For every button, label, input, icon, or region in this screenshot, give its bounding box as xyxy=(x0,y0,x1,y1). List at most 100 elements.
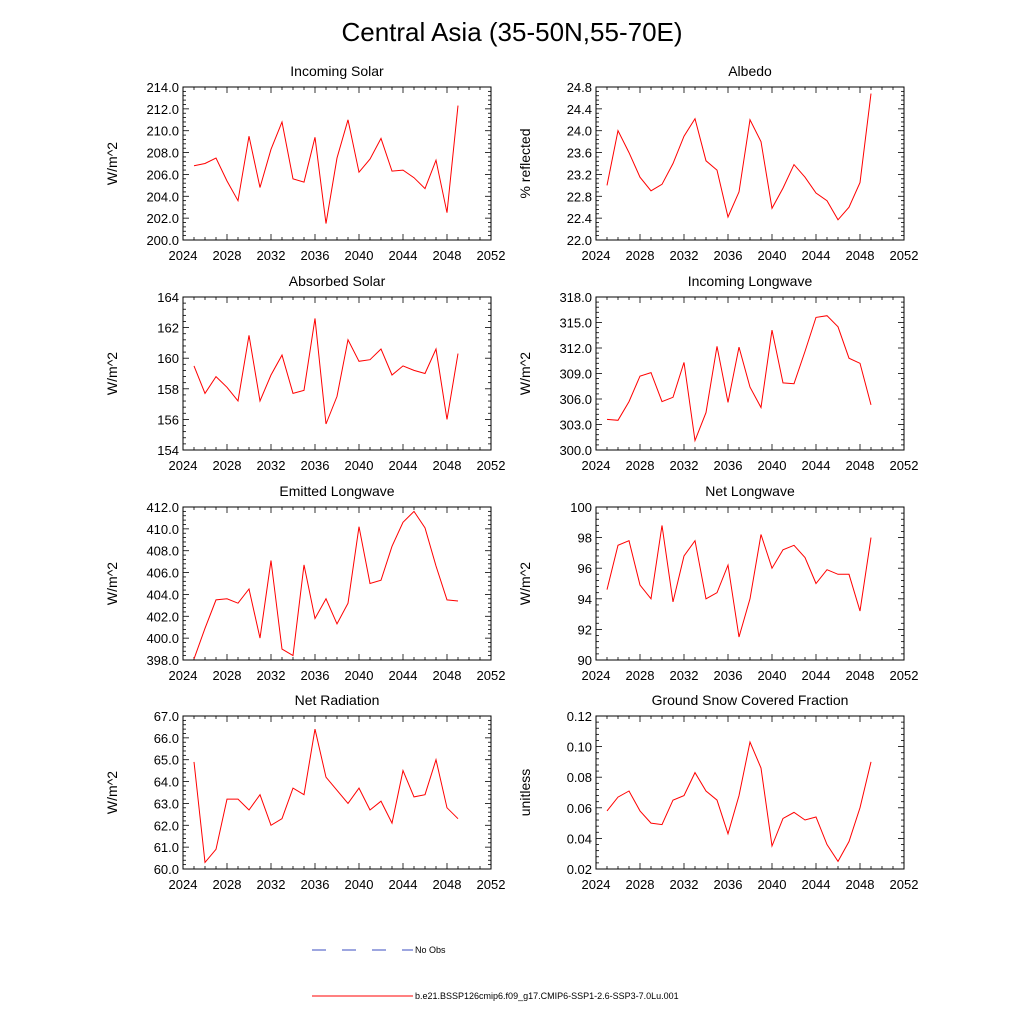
y-axis-label: W/m^2 xyxy=(517,562,533,605)
x-tick-label: 2044 xyxy=(802,458,831,473)
y-tick-label: 22.8 xyxy=(567,189,592,204)
x-tick-label: 2036 xyxy=(714,877,743,892)
y-tick-label: 100 xyxy=(570,500,592,515)
y-tick-label: 64.0 xyxy=(154,775,179,790)
y-tick-label: 98 xyxy=(578,531,592,546)
plot-frame xyxy=(595,715,905,870)
series-line xyxy=(193,728,459,864)
x-tick-label: 2028 xyxy=(626,458,655,473)
x-tick-label: 2036 xyxy=(301,668,330,683)
series-line xyxy=(606,315,872,443)
x-tick-label: 2032 xyxy=(670,668,699,683)
y-tick-label: 214.0 xyxy=(146,80,179,95)
x-tick-label: 2036 xyxy=(301,458,330,473)
y-tick-label: 212.0 xyxy=(146,102,179,117)
y-tick-label: 210.0 xyxy=(146,124,179,139)
x-tick-label: 2024 xyxy=(582,668,611,683)
x-tick-label: 2024 xyxy=(169,248,198,263)
x-tick-label: 2028 xyxy=(213,668,242,683)
x-tick-label: 2024 xyxy=(582,248,611,263)
y-axis-label: W/m^2 xyxy=(104,352,120,395)
x-tick-label: 2044 xyxy=(389,668,418,683)
x-tick-label: 2032 xyxy=(257,668,286,683)
panel-title: Net Longwave xyxy=(705,483,795,499)
x-tick-label: 2052 xyxy=(477,877,506,892)
y-tick-label: 23.2 xyxy=(567,167,592,182)
x-tick-label: 2044 xyxy=(802,877,831,892)
chart-panel-6: Net Longwave W/m^2 2024 2028 2032 2036 2040 204… xyxy=(517,483,918,683)
x-tick-label: 2032 xyxy=(670,877,699,892)
y-tick-label: 408.0 xyxy=(146,544,179,559)
y-tick-label: 67.0 xyxy=(154,709,179,724)
y-tick-label: 62.0 xyxy=(154,818,179,833)
y-tick-label: 300.0 xyxy=(559,443,592,458)
chart-panel-2: Albedo % reflected 2024 2028 2032 2036 2040 204… xyxy=(517,63,918,263)
x-tick-label: 2040 xyxy=(345,458,374,473)
y-axis-label: W/m^2 xyxy=(104,562,120,605)
x-tick-label: 2024 xyxy=(582,458,611,473)
y-tick-label: 156 xyxy=(157,412,179,427)
y-tick-label: 315.0 xyxy=(559,316,592,331)
y-tick-label: 0.12 xyxy=(567,709,592,724)
panels-group: Incoming Solar W/m^2 2024 2028 2032 2036 2040 2… xyxy=(104,63,918,892)
x-tick-label: 2040 xyxy=(345,248,374,263)
x-tick-label: 2044 xyxy=(389,877,418,892)
y-tick-label: 406.0 xyxy=(146,566,179,581)
y-tick-label: 24.0 xyxy=(567,124,592,139)
x-tick-label: 2032 xyxy=(257,877,286,892)
figure-title: Central Asia (35-50N,55-70E) xyxy=(341,17,682,47)
x-tick-label: 2048 xyxy=(433,668,462,683)
y-tick-label: 60.0 xyxy=(154,862,179,877)
y-tick-label: 200.0 xyxy=(146,233,179,248)
panel-title: Albedo xyxy=(728,63,772,79)
y-tick-label: 90 xyxy=(578,653,592,668)
legend-label-no-obs: No Obs xyxy=(415,945,446,955)
x-tick-label: 2028 xyxy=(626,248,655,263)
y-axis-label: W/m^2 xyxy=(104,142,120,185)
y-tick-label: 204.0 xyxy=(146,189,179,204)
y-tick-label: 0.10 xyxy=(567,740,592,755)
plot-frame xyxy=(182,86,492,241)
x-tick-label: 2036 xyxy=(714,458,743,473)
x-tick-label: 2040 xyxy=(758,877,787,892)
x-tick-label: 2036 xyxy=(714,248,743,263)
plot-frame xyxy=(182,506,492,661)
y-tick-label: 309.0 xyxy=(559,367,592,382)
x-tick-label: 2032 xyxy=(670,248,699,263)
y-tick-label: 303.0 xyxy=(559,418,592,433)
plot-frame xyxy=(182,296,492,451)
series-line xyxy=(193,105,459,224)
x-tick-label: 2048 xyxy=(846,668,875,683)
y-tick-label: 94 xyxy=(578,592,592,607)
x-tick-label: 2040 xyxy=(758,458,787,473)
y-tick-label: 402.0 xyxy=(146,609,179,624)
chart-panel-3: Absorbed Solar W/m^2 2024 2028 2032 2036 2040 2… xyxy=(104,273,505,473)
series-line xyxy=(193,318,459,425)
panel-title: Absorbed Solar xyxy=(289,273,386,289)
x-tick-label: 2048 xyxy=(433,458,462,473)
x-tick-label: 2052 xyxy=(477,248,506,263)
x-tick-label: 2024 xyxy=(169,668,198,683)
x-tick-label: 2040 xyxy=(758,668,787,683)
y-tick-label: 164 xyxy=(157,290,179,305)
x-tick-label: 2028 xyxy=(626,877,655,892)
x-tick-label: 2052 xyxy=(890,877,919,892)
y-axis-label: % reflected xyxy=(517,128,533,198)
x-tick-label: 2052 xyxy=(890,668,919,683)
chart-panel-8: Ground Snow Covered Fraction unitless 2024… xyxy=(517,692,918,892)
chart-panel-7: Net Radiation W/m^2 2024 2028 2032 2036 2040 20… xyxy=(104,692,505,892)
y-tick-label: 154 xyxy=(157,443,179,458)
x-tick-label: 2048 xyxy=(846,458,875,473)
panel-title: Incoming Longwave xyxy=(688,273,813,289)
x-tick-label: 2044 xyxy=(389,458,418,473)
panel-title: Net Radiation xyxy=(295,692,380,708)
x-tick-label: 2044 xyxy=(802,668,831,683)
y-tick-label: 65.0 xyxy=(154,753,179,768)
x-tick-label: 2024 xyxy=(582,877,611,892)
y-tick-label: 318.0 xyxy=(559,290,592,305)
legend-label-model: b.e21.BSSP126cmip6.f09_g17.CMIP6-SSP1-2.… xyxy=(415,991,679,1001)
y-tick-label: 61.0 xyxy=(154,840,179,855)
x-tick-label: 2036 xyxy=(301,248,330,263)
x-tick-label: 2024 xyxy=(169,877,198,892)
x-tick-label: 2040 xyxy=(345,668,374,683)
